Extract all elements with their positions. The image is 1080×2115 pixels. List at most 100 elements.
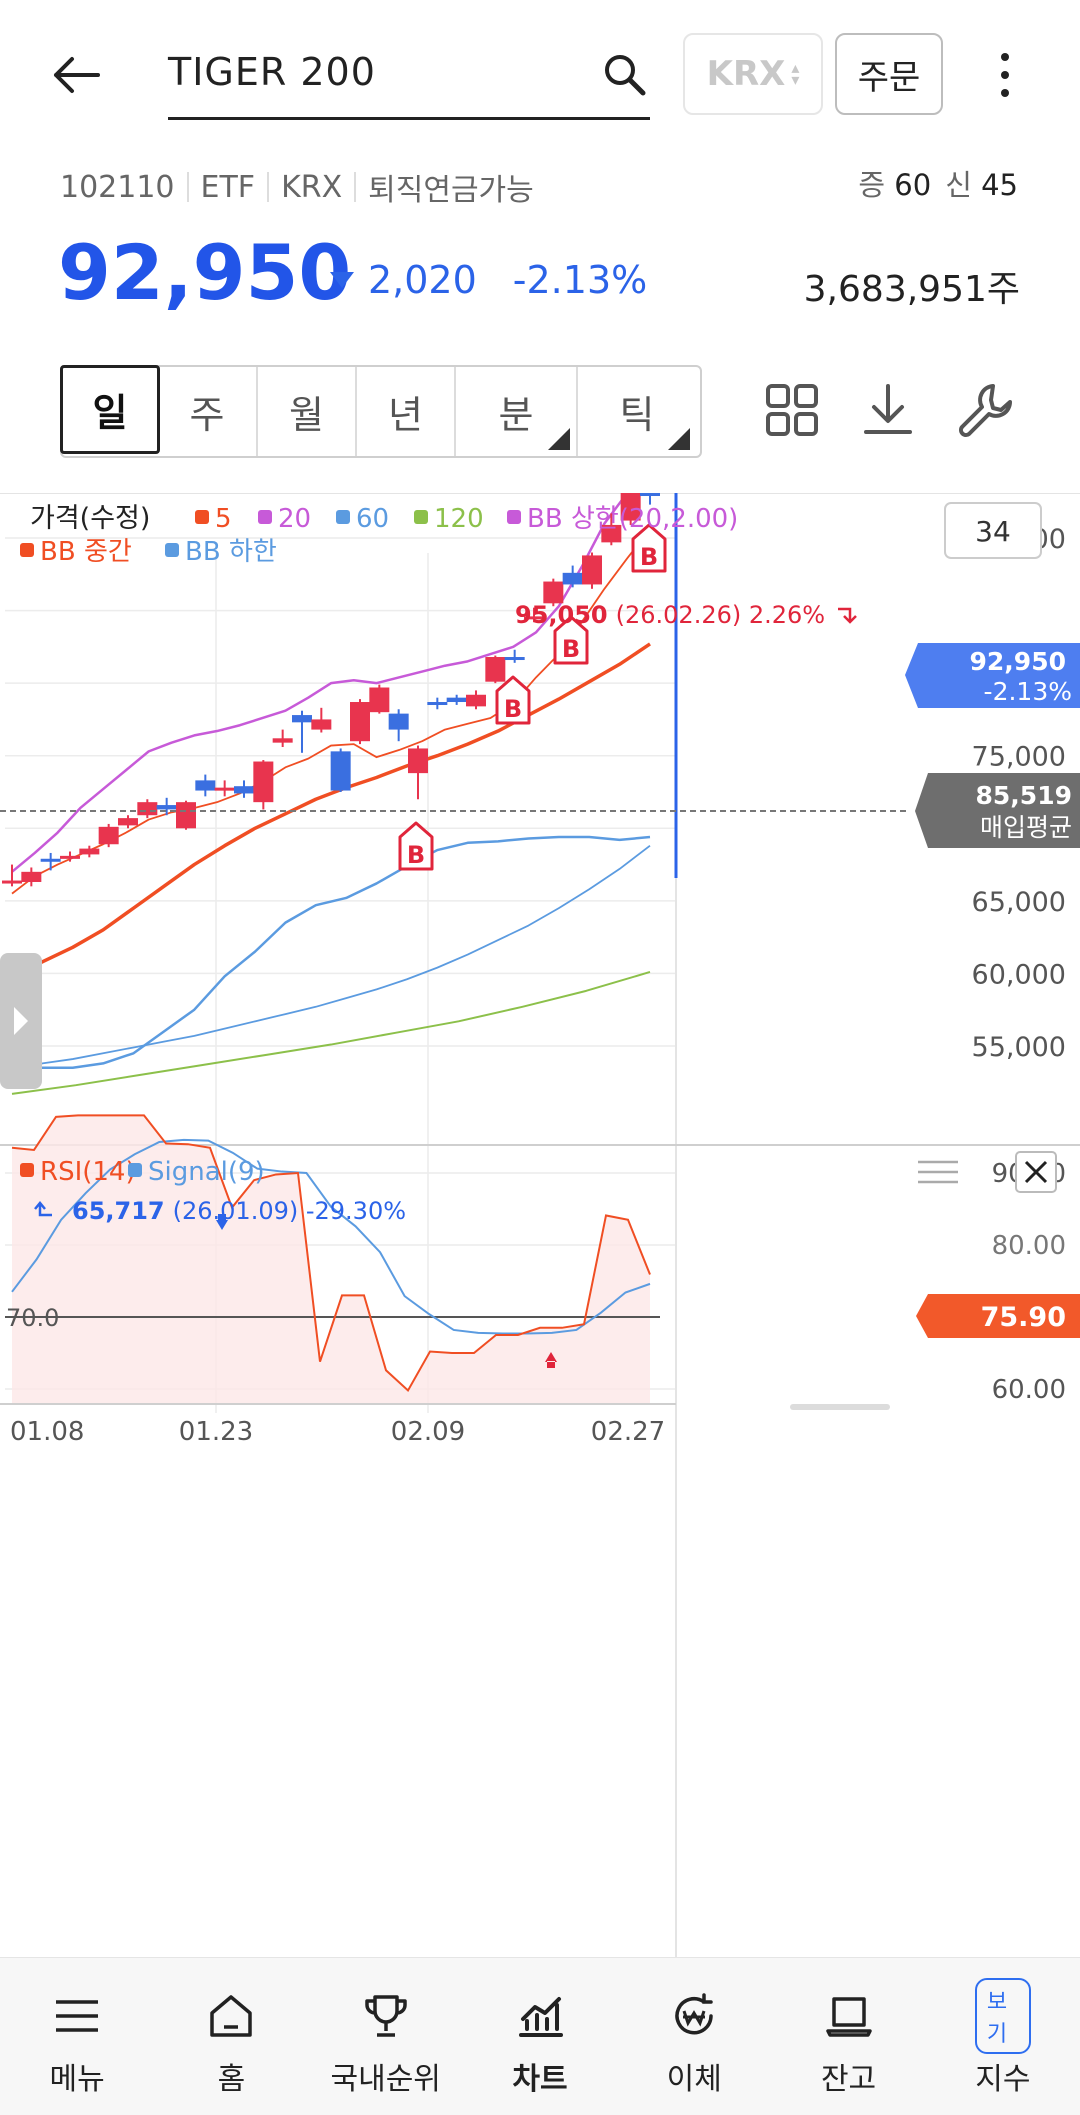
buy-markers: B B B B xyxy=(398,523,667,871)
nav-transfer-label: 이체 xyxy=(666,2062,722,2097)
transfer-icon xyxy=(666,1988,722,2044)
candle-body xyxy=(485,657,506,682)
back-arrow-icon[interactable] xyxy=(40,40,110,110)
candle-body xyxy=(156,805,177,810)
ma120-line xyxy=(11,971,651,1095)
legend-swatch xyxy=(195,510,209,524)
legend-swatch xyxy=(258,510,272,524)
candles xyxy=(2,493,660,887)
nav-home[interactable]: 홈 xyxy=(154,1958,308,2115)
download-icon[interactable] xyxy=(858,380,918,440)
legend-item: 120 xyxy=(434,504,484,534)
candle-body xyxy=(234,786,254,794)
min-arrow-icon xyxy=(34,1201,52,1217)
tab-tick-label: 틱 xyxy=(619,393,655,437)
margin-value: 60 xyxy=(894,168,932,202)
bottom-nav: 메뉴 홈 국내순위 차트 이체 잔고 보기 지수 xyxy=(0,1957,1080,2115)
min-annotation: 65,717 (26.01.09) -29.30% xyxy=(72,1197,406,1225)
legend-item: BB 상한(20,2.00) xyxy=(527,504,738,534)
sort-arrows-icon: ▴ ▾ xyxy=(791,58,800,89)
legend-ma: 5 20 60 120 BB 상한(20,2.00) xyxy=(195,504,738,534)
close-icon xyxy=(1024,1160,1048,1184)
avg-price-tag-text: 매입평균 xyxy=(980,813,1072,842)
ma60-path xyxy=(11,835,651,1070)
x-axis: 01.08 01.23 02.09 02.27 xyxy=(0,1403,890,1447)
min-annotation-detail: (26.01.09) -29.30% xyxy=(173,1197,406,1225)
candle-body xyxy=(388,713,409,730)
panel-menu-icon xyxy=(918,1160,958,1184)
count-badge: 34 xyxy=(975,515,1011,548)
order-button[interactable]: 주문 xyxy=(835,33,943,115)
chart-icon xyxy=(512,1988,568,2044)
ma60-line xyxy=(11,835,651,1070)
tab-tick[interactable]: 틱 xyxy=(578,367,696,456)
home-icon xyxy=(203,1988,259,2044)
tab-month[interactable]: 월 xyxy=(258,367,357,456)
tab-minute[interactable]: 분 xyxy=(456,367,578,456)
stock-type: ETF xyxy=(200,169,256,205)
price-change: 2,020 -2.13% xyxy=(330,258,647,302)
tab-year[interactable]: 년 xyxy=(357,367,456,456)
change-percent: -2.13% xyxy=(512,258,648,302)
candle-body xyxy=(582,555,602,585)
tab-minute-label: 분 xyxy=(498,393,534,437)
rsi-path xyxy=(11,1114,651,1393)
signal-legend: Signal(9) xyxy=(148,1157,265,1187)
avg-price-tag xyxy=(915,773,1080,848)
nav-chart[interactable]: 차트 xyxy=(463,1958,617,2115)
candle-body xyxy=(350,702,370,742)
y-axis-label: 60,000 xyxy=(972,959,1066,990)
menu-icon xyxy=(49,1988,105,2044)
pension-badge: 퇴직연금가능 xyxy=(368,173,534,208)
nav-menu[interactable]: 메뉴 xyxy=(0,1958,154,2115)
legend-bb: BB 중간 BB 하한 xyxy=(20,537,277,567)
stock-search-field[interactable]: TIGER 200 xyxy=(168,40,650,120)
max-annotation-value: 95,050 xyxy=(515,601,608,629)
legend-swatch xyxy=(414,510,428,524)
legend-swatch xyxy=(20,543,34,557)
legend-swatch xyxy=(20,1163,34,1177)
x-axis-label: 01.23 xyxy=(179,1417,253,1447)
candle-body xyxy=(214,787,235,791)
search-icon[interactable] xyxy=(600,50,650,100)
candle-body xyxy=(40,858,61,862)
market-select[interactable]: KRX ▴ ▾ xyxy=(683,33,823,115)
bb-lower-path xyxy=(11,844,651,1068)
candle-body xyxy=(408,748,428,774)
candle-body xyxy=(79,848,100,855)
legend-item: BB 중간 xyxy=(40,537,132,567)
buy-marker: B xyxy=(631,523,667,573)
tab-week[interactable]: 주 xyxy=(158,367,258,456)
nav-ranking[interactable]: 국내순위 xyxy=(309,1958,463,2115)
candle-body xyxy=(446,697,467,703)
rsi-panel: RSI(14)Signal(9)70.090.0080.0070.0060.00… xyxy=(0,1114,1080,1405)
current-price-tag xyxy=(905,643,1080,708)
ma120-path xyxy=(11,971,651,1095)
more-menu-icon[interactable] xyxy=(985,45,1025,105)
nav-index[interactable]: 보기 지수 xyxy=(926,1958,1080,2115)
legend-item: 5 xyxy=(215,504,232,534)
candle-body xyxy=(272,738,293,743)
rsi-y-label: 60.00 xyxy=(992,1375,1066,1405)
candle-body xyxy=(427,702,448,706)
buy-marker-shape xyxy=(495,675,531,725)
legend-item: 60 xyxy=(356,504,389,534)
grid-layout-icon[interactable] xyxy=(762,380,822,440)
rsi-fill xyxy=(12,1115,650,1404)
down-triangle-icon xyxy=(330,272,354,288)
view-badge-label: 보기 xyxy=(974,1978,1031,2054)
candle-body xyxy=(504,657,525,661)
candle-body xyxy=(195,780,216,791)
buy-marker-label: B xyxy=(407,841,425,869)
candle-body xyxy=(21,871,42,882)
wrench-icon[interactable] xyxy=(955,380,1015,440)
count-badge-box[interactable] xyxy=(944,502,1042,559)
legend-swatch xyxy=(165,543,179,557)
nav-transfer[interactable]: 이체 xyxy=(617,1958,771,2115)
nav-ranking-label: 국내순위 xyxy=(330,2062,441,2097)
tab-day[interactable]: 일 xyxy=(60,365,160,454)
candle-body xyxy=(292,715,312,723)
nav-balance[interactable]: 잔고 xyxy=(771,1958,925,2115)
